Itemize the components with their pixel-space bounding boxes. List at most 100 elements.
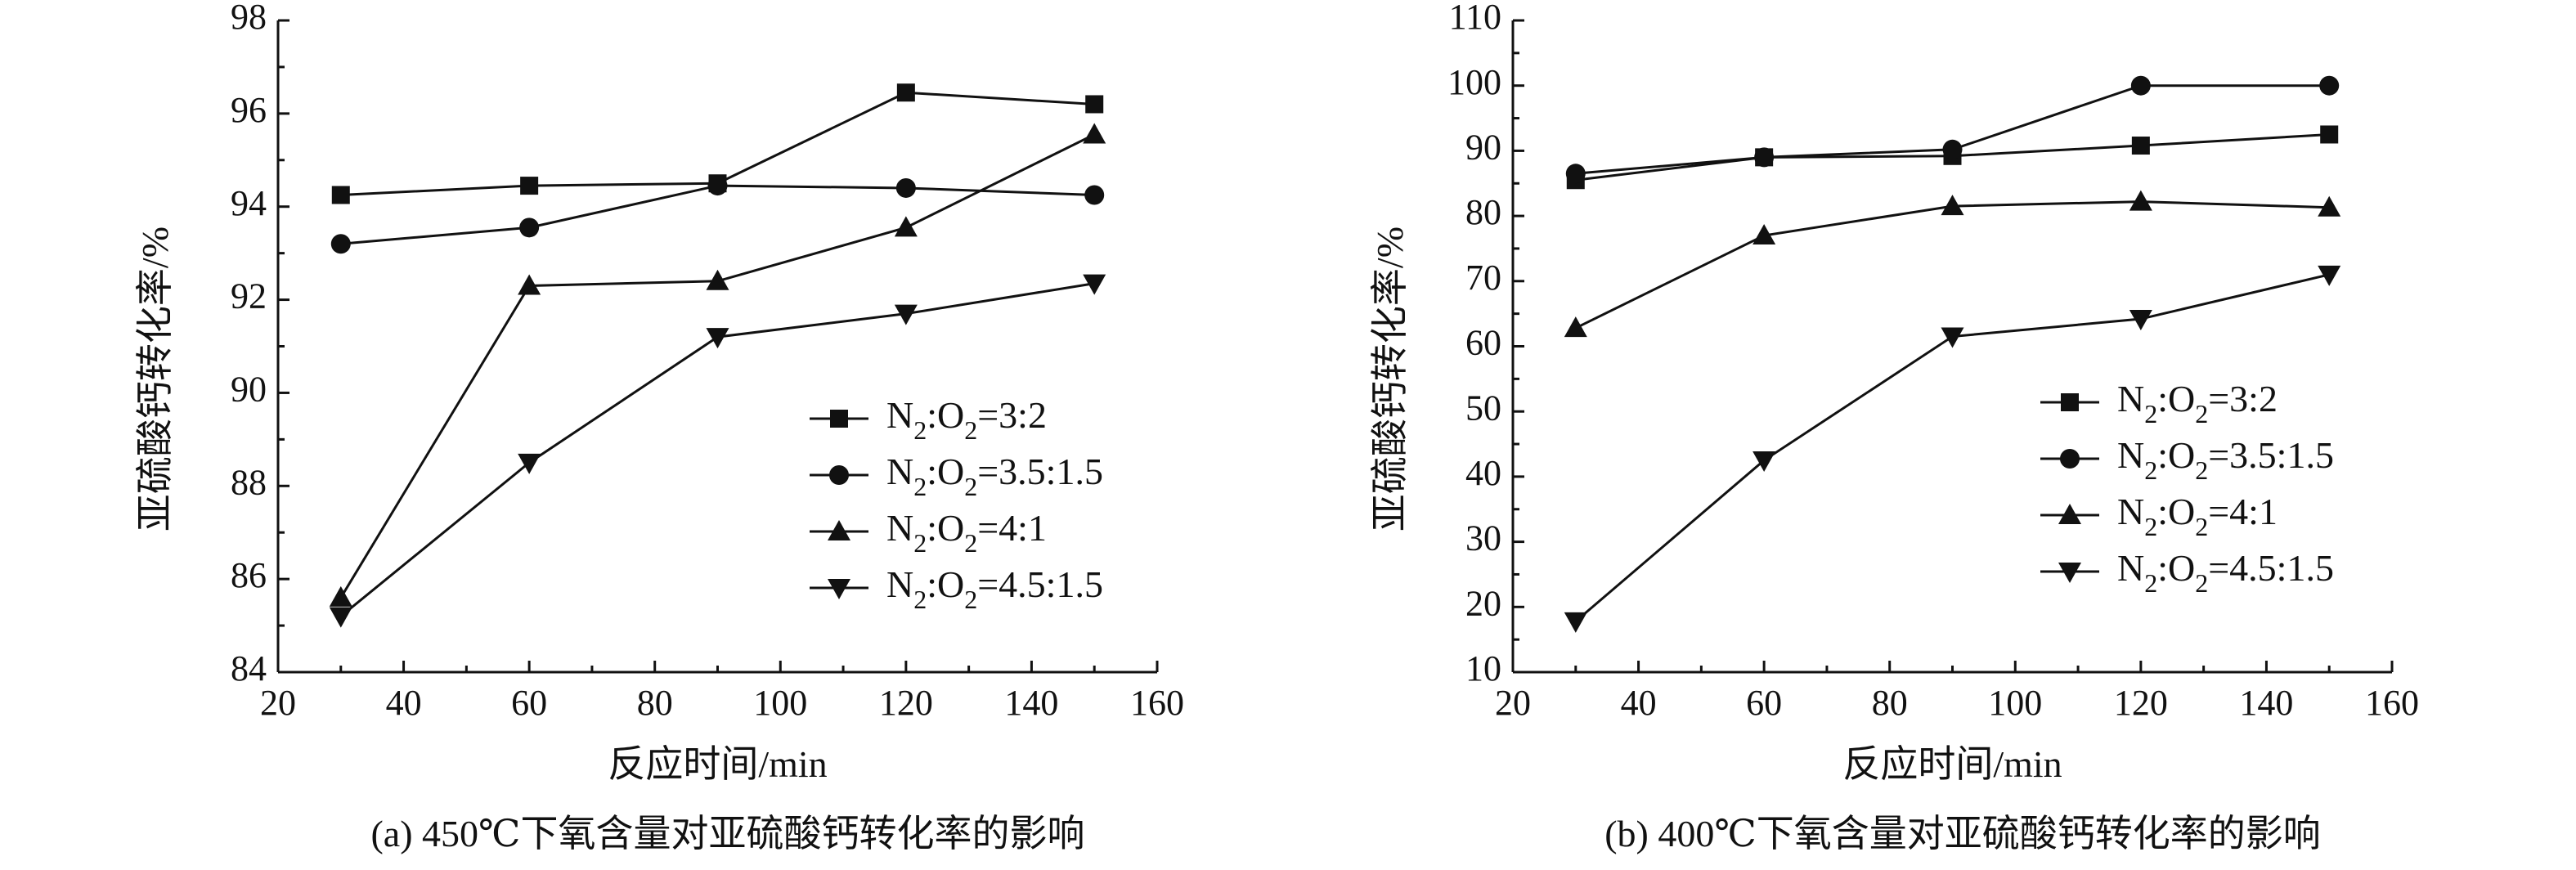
series-4 [1564,265,2341,633]
x-tick-label: 20 [1495,683,1531,723]
data-point [2319,75,2340,96]
data-point [894,216,918,237]
legend-marker [2058,504,2081,524]
series-2 [1565,75,2340,184]
legend: N2:O2=3:2N2:O2=3.5:1.5N2:O2=4:1N2:O2=4.5… [2040,378,2334,599]
legend-marker [2061,393,2079,411]
y-tick-label: 10 [1465,648,1501,688]
x-tick-label: 120 [2114,683,2168,723]
x-tick-label: 60 [1746,683,1782,723]
series-3 [1564,190,2341,338]
y-axis-title: 亚硫酸钙转化率/% [1369,226,1411,531]
data-point [895,177,916,198]
legend-label: N2:O2=3:2 [2117,378,2278,429]
x-tick-label: 80 [637,683,673,723]
data-point [519,218,540,238]
data-point [1754,147,1775,168]
legend-label: N2:O2=4:1 [886,507,1047,558]
data-point [896,83,915,102]
legend-label: N2:O2=4.5:1.5 [2117,547,2334,599]
y-tick-label: 94 [231,183,267,223]
legend-marker [2058,563,2081,583]
y-tick-label: 110 [1449,0,1501,37]
legend-label: N2:O2=3:2 [886,394,1047,446]
y-axis-title: 亚硫酸钙转化率/% [134,226,176,531]
x-tick-label: 80 [1872,683,1908,723]
x-tick-label: 160 [1130,683,1184,723]
legend-marker [830,410,848,428]
x-tick-label: 60 [511,683,547,723]
y-tick-label: 90 [231,370,267,410]
x-tick-label: 140 [1004,683,1058,723]
data-point [1084,185,1105,205]
data-point [331,186,350,204]
data-point [2320,125,2339,144]
data-point [706,269,729,290]
x-tick-label: 20 [260,683,296,723]
series-3 [329,123,1106,607]
x-axis-title: 反应时间/min [1842,743,2062,785]
data-point [707,176,728,196]
y-tick-label: 90 [1465,127,1501,167]
x-tick-label: 40 [386,683,422,723]
y-tick-label: 92 [231,276,267,316]
y-tick-label: 96 [231,90,267,130]
data-point [329,585,352,607]
y-tick-label: 50 [1465,388,1501,428]
series-2 [330,176,1105,254]
y-tick-label: 100 [1447,62,1501,102]
data-point [2318,265,2341,286]
legend-label: N2:O2=4:1 [2117,491,2278,542]
x-tick-label: 140 [2239,683,2293,723]
legend-label: N2:O2=4.5:1.5 [886,563,1103,615]
data-point [2129,310,2152,331]
series-4 [329,274,1106,628]
data-point [2130,75,2151,96]
data-point [1752,224,1776,245]
y-tick-label: 70 [1465,258,1501,298]
chart-caption: (b) 400℃下氧含量对亚硫酸钙转化率的影响 [1604,813,2321,854]
y-tick-label: 80 [1465,192,1501,232]
series-line [1575,200,2330,330]
chart-panel-a: 20 40 60 80 100 120 140 160 84 86 88 90 92 94 96 98 反应时间… [134,0,1184,854]
legend-marker [828,520,850,540]
legend: N2:O2=3:2N2:O2=3.5:1.5N2:O2=4:1N2:O2=4.5… [810,394,1103,615]
x-tick-label: 100 [753,683,807,723]
data-point [520,177,539,195]
x-tick-label: 160 [2365,683,2419,723]
data-point [329,607,352,628]
legend-label: N2:O2=3.5:1.5 [2117,434,2334,486]
y-tick-label: 86 [231,555,267,595]
x-tick-label: 100 [1988,683,2042,723]
y-tick-label: 20 [1465,583,1501,623]
data-point [2318,195,2341,217]
x-axis-title: 反应时间/min [608,743,827,785]
legend-marker [828,579,850,599]
data-point [706,328,729,349]
data-point [1085,95,1104,114]
y-tick-label: 60 [1465,323,1501,363]
y-tick-label: 98 [231,0,267,37]
data-point [518,453,541,474]
y-tick-label: 84 [231,648,267,688]
legend-label: N2:O2=3.5:1.5 [886,451,1103,502]
x-tick-label: 120 [879,683,933,723]
data-point [1564,612,1587,633]
data-point [894,304,918,325]
chart-caption: (a) 450℃下氧含量对亚硫酸钙转化率的影响 [370,813,1084,854]
legend-marker [829,465,849,485]
data-point [1083,123,1106,144]
legend-marker [2060,449,2080,469]
data-point [2129,190,2152,211]
y-tick-label: 88 [231,462,267,502]
data-point [2131,137,2150,155]
data-point [330,234,351,254]
data-point [1564,316,1587,338]
data-point [1752,451,1776,472]
data-point [1941,327,1964,348]
chart-panel-b: 20 40 60 80 100 120 140 16010203040506070809010… [1369,0,2419,854]
data-point [1565,164,1586,184]
data-point [1941,195,1964,216]
